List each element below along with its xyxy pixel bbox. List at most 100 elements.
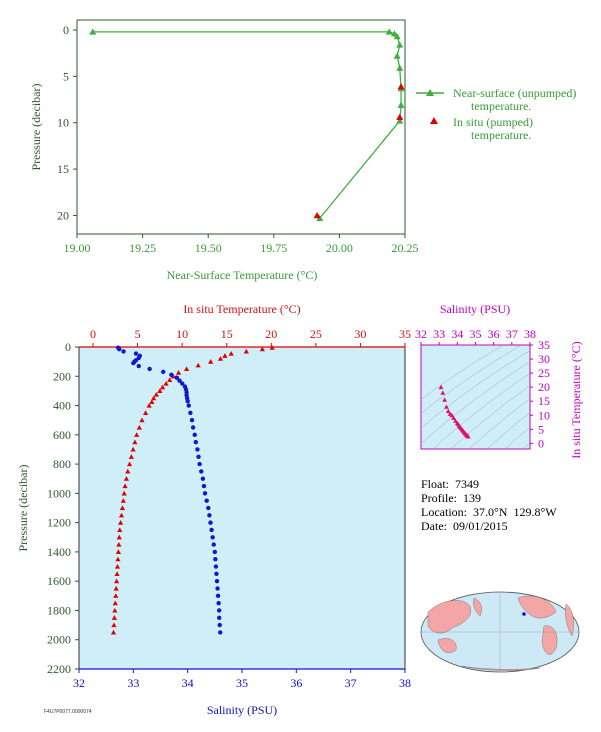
salinity-point xyxy=(193,439,199,445)
ts-point xyxy=(445,408,451,413)
pressure-tick-label: 600 xyxy=(53,428,71,442)
temperature-point xyxy=(142,410,149,415)
in-situ-temperature-point xyxy=(397,83,405,90)
salinity-point xyxy=(199,469,204,474)
main-plot-frame xyxy=(78,346,406,670)
legend-label-near-surface-2: temperature. xyxy=(471,99,531,113)
temperature-point xyxy=(167,377,173,383)
ts-point xyxy=(453,418,458,423)
ts-temperature-tick-label: 35 xyxy=(538,338,550,352)
top-plot-frame xyxy=(76,19,406,235)
pressure-tick-label: 1600 xyxy=(47,574,71,588)
salinity-point xyxy=(213,557,218,562)
top-y-tick-label: 15 xyxy=(57,162,69,176)
profile-number: Profile: 139 xyxy=(421,491,481,505)
top-x-tick-label: 19.25 xyxy=(129,241,156,255)
top-y-axis-label: Pressure (decibar) xyxy=(29,84,43,171)
temperature-point xyxy=(175,370,182,375)
ts-point xyxy=(449,412,455,418)
salinity-point xyxy=(117,346,122,352)
salinity-point xyxy=(210,535,215,540)
near-surface-temperature-point xyxy=(393,52,401,59)
main-top-axis-label: In situ Temperature (°C) xyxy=(183,302,300,316)
pressure-tick-label: 0 xyxy=(65,340,71,354)
salinity-point xyxy=(136,363,141,369)
salinity-point xyxy=(215,593,221,599)
temperature-point xyxy=(151,395,157,401)
temperature-tick-label: 15 xyxy=(221,327,233,341)
temperature-point xyxy=(113,593,119,598)
salinity-point xyxy=(218,630,223,635)
temperature-point xyxy=(139,417,145,423)
temperature-point xyxy=(120,498,126,503)
temperature-point xyxy=(243,348,249,354)
map-land-south-america xyxy=(541,625,558,655)
temperature-point xyxy=(153,391,159,397)
near-surface-temperature-chart: 19.00 19.25 19.50 19.75 20.00 20.25 05101520 … xyxy=(29,19,419,282)
salinity-point xyxy=(174,375,179,380)
salinity-tick-label: 34 xyxy=(182,676,194,690)
near-surface-temperature-point xyxy=(397,101,405,108)
salinity-point xyxy=(201,483,207,489)
legend-marker-near-surface xyxy=(426,89,434,96)
temperature-point xyxy=(114,578,120,584)
ts-point xyxy=(442,397,448,402)
ts-plot-frame xyxy=(420,344,531,450)
salinity-point xyxy=(197,461,202,467)
ts-point xyxy=(444,404,449,409)
temperature-point xyxy=(112,607,118,613)
pressure-tick-label: 2000 xyxy=(47,633,71,647)
salinity-point xyxy=(217,622,222,628)
salinity-point xyxy=(214,571,219,577)
temperature-point xyxy=(123,476,130,481)
temperature-point xyxy=(134,432,140,437)
density-contour xyxy=(421,345,504,400)
pressure-tick-label: 1800 xyxy=(47,603,71,617)
map-land-africa xyxy=(565,603,574,637)
temperature-point xyxy=(114,571,120,576)
top-x-tick-label: 20.25 xyxy=(392,241,419,255)
salinity-point xyxy=(216,600,221,606)
temperature-point xyxy=(149,399,155,404)
salinity-point xyxy=(216,615,222,620)
density-contour xyxy=(432,373,530,449)
ts-point xyxy=(451,415,457,421)
density-contour xyxy=(450,385,530,449)
salinity-tick-label: 36 xyxy=(290,676,302,690)
temperature-point xyxy=(170,373,176,379)
pressure-tick-label: 1000 xyxy=(47,486,71,500)
ts-salinity-tick-label: 38 xyxy=(524,327,536,341)
location-map xyxy=(420,591,580,673)
ts-point xyxy=(440,390,446,395)
density-contour xyxy=(421,345,522,414)
temperature-point xyxy=(115,556,121,562)
temperature-point xyxy=(113,585,119,591)
temperature-point xyxy=(128,454,134,459)
pressure-tick-label: 2200 xyxy=(47,662,71,676)
temperature-point xyxy=(126,461,133,467)
top-y-tick-label: 20 xyxy=(57,208,69,222)
temperature-point xyxy=(217,356,224,361)
salinity-point xyxy=(186,403,191,408)
pressure-tick-label: 400 xyxy=(53,399,71,413)
pressure-tick-label: 200 xyxy=(53,369,71,383)
temperature-tick-label: 30 xyxy=(354,327,366,341)
pressure-tick-label: 1400 xyxy=(47,545,71,559)
date: Date: 09/01/2015 xyxy=(421,519,508,533)
pressure-tick-label: 800 xyxy=(53,457,71,471)
ts-y-axis-label: In situ Temperature (°C) xyxy=(569,341,583,458)
temperature-tick-label: 25 xyxy=(310,327,322,341)
top-x-tick-label: 20.00 xyxy=(326,241,353,255)
temperature-point xyxy=(110,629,117,635)
density-contour xyxy=(504,426,530,449)
ts-salinity-tick-label: 34 xyxy=(451,327,463,341)
temperature-point xyxy=(157,388,163,393)
in-situ-temperature-point xyxy=(396,113,404,120)
salinity-point xyxy=(206,505,211,511)
salinity-tick-label: 37 xyxy=(345,676,357,690)
temperature-point xyxy=(114,563,121,569)
ts-salinity-tick-label: 36 xyxy=(488,327,500,341)
near-surface-temperature-point xyxy=(385,28,393,35)
temperature-point xyxy=(116,534,122,540)
